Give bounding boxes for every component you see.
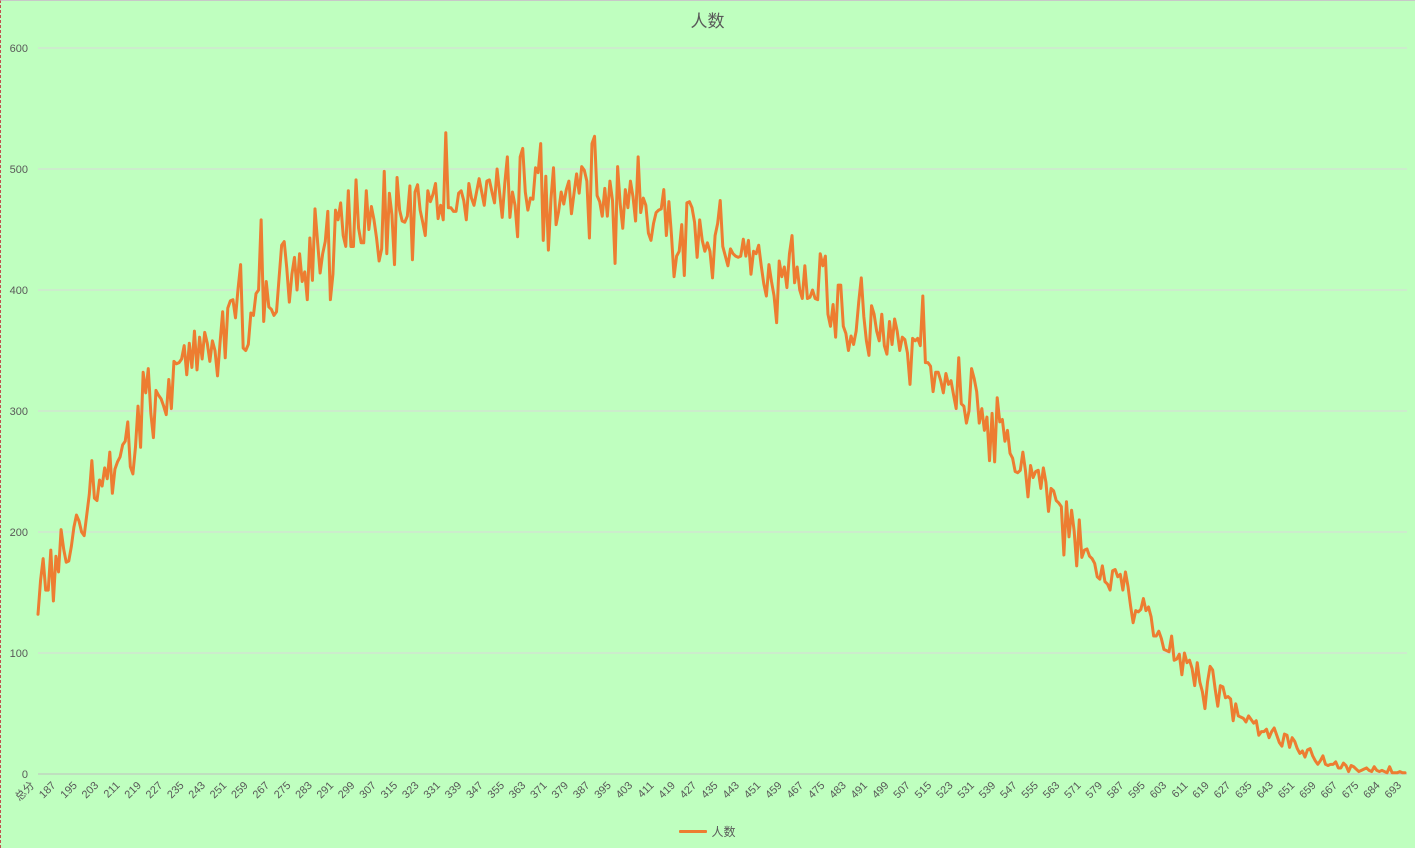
y-tick-label: 200	[10, 527, 28, 539]
x-tick-label: 555	[1020, 780, 1041, 801]
x-tick-label: 684	[1361, 780, 1382, 801]
x-tick-label: 315	[379, 780, 400, 801]
x-tick-label: 499	[870, 780, 891, 801]
x-tick-label: 571	[1062, 780, 1083, 801]
x-tick-label: 235	[165, 780, 186, 801]
x-tick-label: 443	[721, 780, 742, 801]
x-tick-label: 283	[293, 780, 314, 801]
legend-label: 人数	[711, 825, 736, 839]
x-tick-label: 635	[1233, 780, 1254, 801]
x-tick-label: 259	[229, 780, 250, 801]
y-tick-label: 400	[10, 285, 28, 297]
x-tick-label: 483	[827, 780, 848, 801]
x-tick-label: 539	[977, 780, 998, 801]
x-tick-label: 419	[656, 780, 677, 801]
x-tick-label: 275	[272, 780, 293, 801]
x-tick-label: 467	[785, 780, 806, 801]
x-tick-label: 195	[58, 780, 79, 801]
x-tick-label: 307	[357, 780, 378, 801]
x-tick-label: 619	[1190, 780, 1211, 801]
x-tick-label: 331	[421, 780, 442, 801]
x-tick-label: 627	[1212, 780, 1233, 801]
legend-swatch	[679, 830, 708, 833]
x-tick-label: 507	[891, 780, 912, 801]
x-tick-label: 243	[187, 780, 208, 801]
legend: 人数	[0, 823, 1415, 840]
x-tick-label: 299	[336, 780, 357, 801]
x-tick-label: 211	[102, 780, 123, 801]
x-tick-label: 403	[614, 780, 635, 801]
x-tick-label: 579	[1084, 780, 1105, 801]
x-tick-label: 459	[763, 780, 784, 801]
x-tick-label: 379	[550, 780, 571, 801]
x-tick-label: 总分	[12, 778, 37, 803]
y-tick-label: 600	[10, 43, 28, 55]
x-tick-label: 187	[37, 780, 58, 801]
x-tick-label: 371	[528, 780, 549, 801]
x-tick-label: 251	[208, 780, 229, 801]
x-tick-label: 595	[1126, 780, 1147, 801]
x-tick-label: 531	[955, 780, 976, 801]
x-tick-label: 693	[1383, 780, 1404, 801]
x-tick-label: 411	[636, 780, 657, 801]
x-tick-label: 603	[1148, 780, 1169, 801]
x-tick-label: 523	[934, 780, 955, 801]
x-tick-label: 395	[592, 780, 613, 801]
x-tick-label: 515	[913, 780, 934, 801]
x-tick-label: 219	[122, 780, 143, 801]
chart-title: 人数	[690, 12, 725, 31]
x-tick-label: 611	[1170, 780, 1191, 801]
x-tick-label: 427	[678, 780, 699, 801]
x-tick-label: 563	[1041, 780, 1062, 801]
x-tick-label: 547	[998, 780, 1019, 801]
x-tick-label: 291	[315, 780, 336, 801]
x-tick-label: 643	[1254, 780, 1275, 801]
x-tick-label: 659	[1297, 780, 1318, 801]
x-tick-label: 387	[571, 780, 592, 801]
x-tick-label: 363	[507, 780, 528, 801]
x-tick-label: 491	[849, 780, 870, 801]
y-tick-label: 100	[10, 648, 28, 660]
y-tick-label: 300	[10, 406, 28, 418]
x-tick-label: 675	[1340, 780, 1361, 801]
x-tick-label: 667	[1319, 780, 1340, 801]
x-tick-label: 323	[400, 780, 421, 801]
x-tick-label: 355	[486, 780, 507, 801]
x-tick-label: 451	[742, 780, 763, 801]
x-tick-label: 435	[699, 780, 720, 801]
y-tick-label: 0	[22, 769, 28, 781]
x-tick-label: 587	[1105, 780, 1126, 801]
x-tick-label: 227	[144, 780, 165, 801]
x-tick-label: 475	[806, 780, 827, 801]
x-tick-label: 203	[80, 780, 101, 801]
x-tick-label: 651	[1276, 780, 1297, 801]
x-tick-label: 339	[443, 780, 464, 801]
x-tick-label: 267	[251, 780, 272, 801]
x-tick-label: 347	[464, 780, 485, 801]
series-line	[36, 131, 1407, 775]
y-tick-label: 500	[10, 164, 28, 176]
